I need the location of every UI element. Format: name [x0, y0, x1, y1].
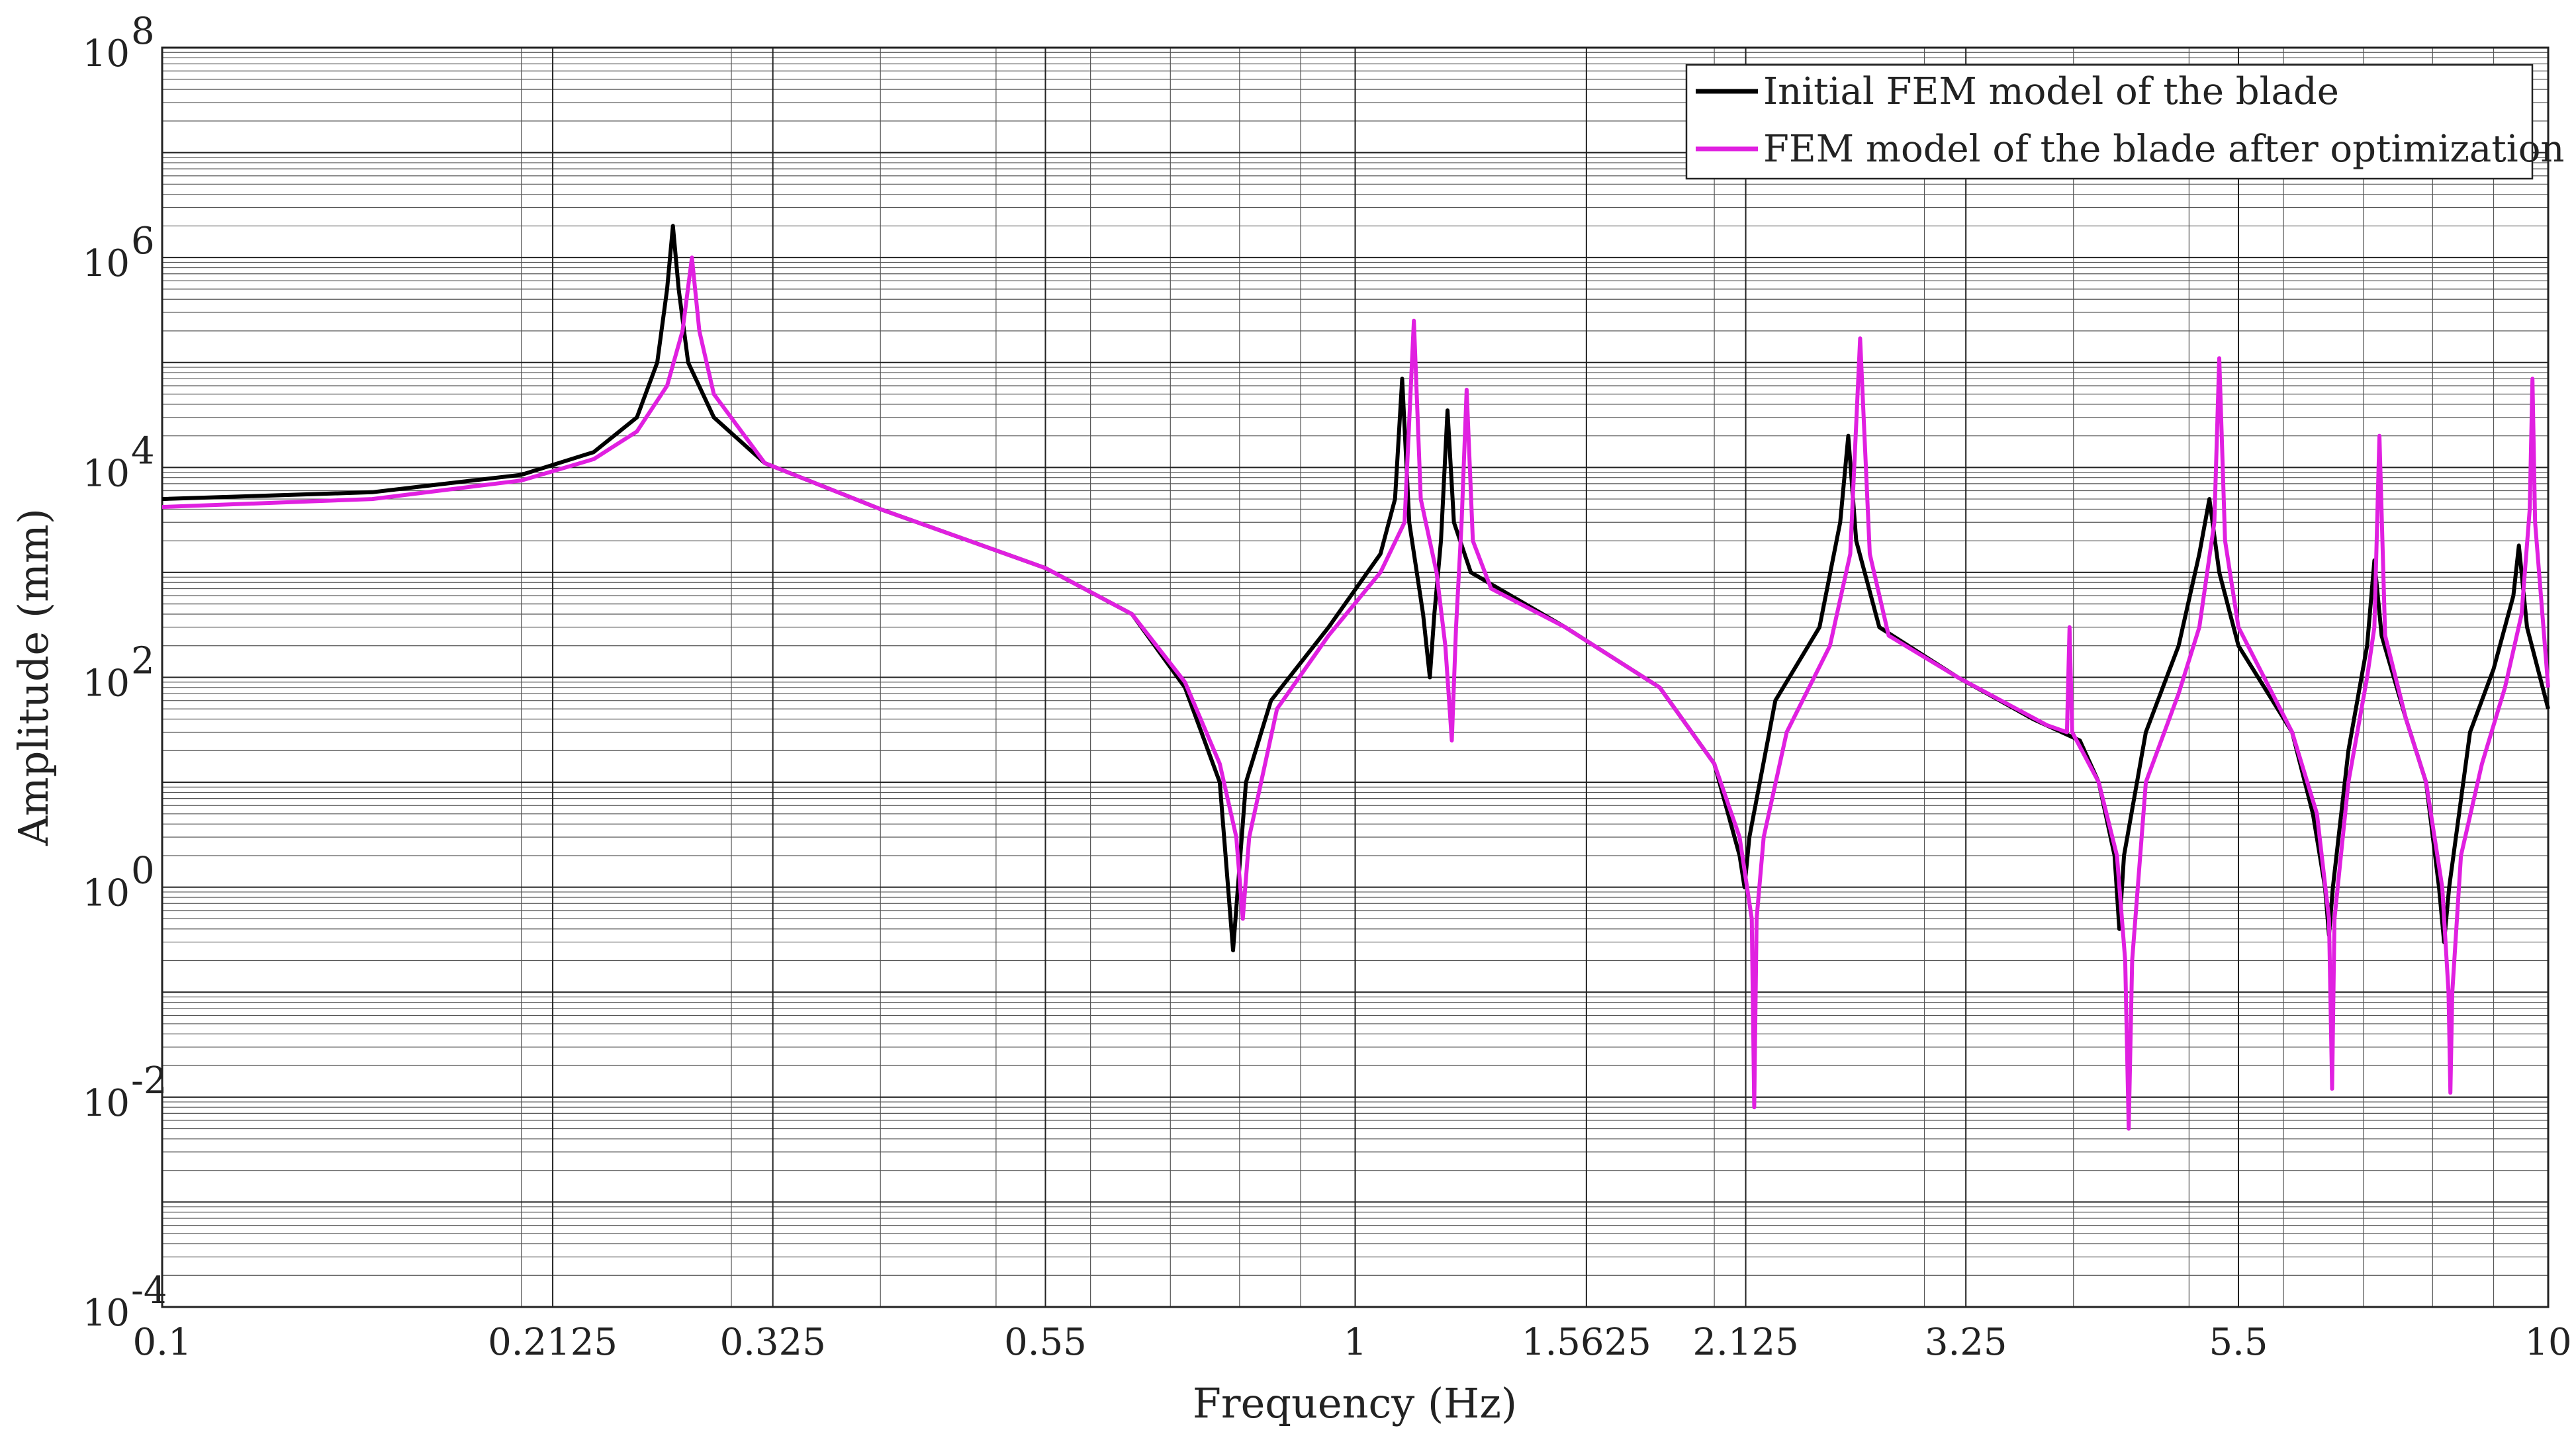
y-tick-exponent: 2: [131, 640, 155, 683]
major-grid: [161, 47, 2549, 1308]
y-axis-title: Amplitude (mm): [9, 508, 58, 846]
x-tick-label: 1.5625: [1522, 1321, 1651, 1364]
y-tick-label: 10: [83, 1292, 130, 1335]
legend-label-initial: Initial FEM model of the blade: [1763, 70, 2339, 113]
series-layer: [161, 224, 2550, 1131]
series-line-optimized: [161, 255, 2550, 1131]
x-tick-label: 2.125: [1692, 1321, 1798, 1364]
legend: Initial FEM model of the blade FEM model…: [1685, 64, 2564, 180]
y-tick-label: 10: [83, 452, 130, 495]
y-tick-exponent: 0: [131, 850, 155, 893]
x-tick-label: 0.2125: [488, 1321, 618, 1364]
y-tick-exponent: 8: [131, 10, 155, 53]
x-tick-label: 0.1: [132, 1321, 191, 1364]
x-tick-label: 5.5: [2209, 1321, 2268, 1364]
y-tick-label: 10: [83, 242, 130, 285]
x-tick-label: 0.325: [720, 1321, 826, 1364]
y-tick-label: 10: [83, 1082, 130, 1125]
x-tick-labels: 0.1 0.2125 0.325 0.55 1 1.5625 2.125 3.25 5.5 10: [132, 1321, 2571, 1364]
x-tick-label: 1: [1344, 1321, 1367, 1364]
x-tick-label: 0.55: [1004, 1321, 1087, 1364]
y-tick-label: 10: [83, 872, 130, 915]
x-axis-title: Frequency (Hz): [1193, 1379, 1517, 1427]
y-tick-exponent: 4: [131, 429, 155, 472]
y-tick-exponent: -4: [131, 1269, 167, 1312]
y-tick-label: 10: [83, 662, 130, 705]
x-tick-label: 3.25: [1925, 1321, 2007, 1364]
legend-label-optimized: FEM model of the blade after optimizatio…: [1763, 128, 2564, 171]
legend-box: [1685, 64, 2534, 180]
y-tick-exponent: -2: [131, 1059, 167, 1102]
x-tick-label: 10: [2524, 1321, 2571, 1364]
y-tick-exponent: 6: [131, 220, 155, 263]
y-tick-label: 10: [83, 32, 130, 75]
